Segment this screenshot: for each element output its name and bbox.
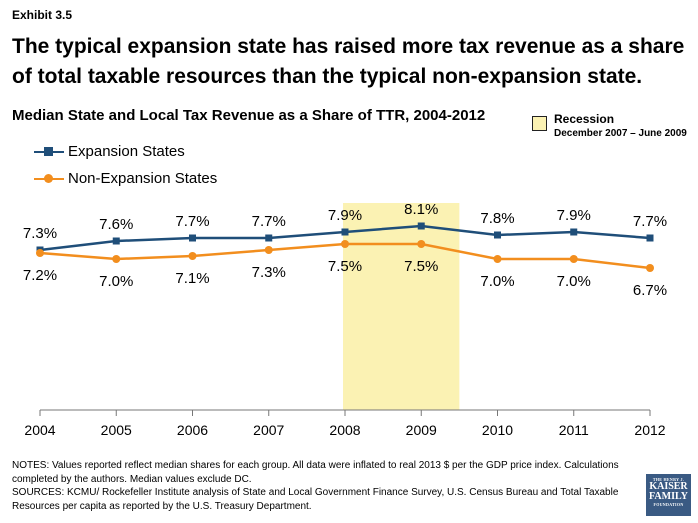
data-label: 7.0% (480, 273, 514, 290)
data-label: 7.5% (328, 258, 362, 275)
data-label: 7.3% (252, 264, 286, 281)
data-point-expansion (417, 222, 425, 230)
data-point-non-expansion (264, 246, 273, 254)
notes-text: NOTES: Values reported reflect median sh… (12, 460, 619, 485)
x-tick-label: 2012 (634, 422, 665, 438)
headline: The typical expansion state has raised m… (12, 35, 685, 88)
x-tick-label: 2011 (559, 422, 589, 438)
recession-legend-label: Recession (554, 112, 615, 126)
legend-label-expansion: Expansion States (68, 143, 185, 160)
legend-swatch-non-expansion (34, 173, 64, 185)
data-label: 7.2% (23, 267, 57, 284)
data-point-non-expansion (341, 240, 349, 248)
data-point-expansion (112, 237, 120, 245)
data-label: 7.7% (175, 213, 209, 230)
x-tick-label: 2010 (482, 422, 513, 438)
notes: NOTES: Values reported reflect median sh… (12, 459, 622, 513)
data-point-non-expansion (112, 255, 121, 263)
legend-label-non-expansion: Non-Expansion States (68, 170, 218, 187)
chart-title: Median State and Local Tax Revenue as a … (12, 107, 486, 124)
data-point-non-expansion (36, 249, 44, 257)
x-tick-label: 2008 (329, 422, 360, 438)
data-point-non-expansion (646, 264, 654, 272)
data-label: 8.1% (404, 201, 438, 218)
x-tick-label: 2005 (101, 422, 132, 438)
exhibit-label: Exhibit 3.5 (12, 8, 73, 22)
data-label: 7.7% (252, 213, 286, 230)
legend-item-non-expansion: Non-Expansion States (34, 170, 217, 187)
data-point-expansion (265, 234, 273, 242)
data-label: 7.1% (175, 270, 209, 287)
recession-legend-swatch (532, 116, 547, 131)
data-point-non-expansion (493, 255, 502, 263)
data-point-expansion (646, 234, 654, 242)
data-label: 7.6% (99, 216, 133, 233)
data-label: 7.0% (557, 273, 591, 290)
data-point-non-expansion (569, 255, 578, 263)
data-point-expansion (494, 231, 501, 239)
sources-text: SOURCES: KCMU/ Rockefeller Institute ana… (12, 487, 619, 512)
x-tick-label: 2009 (406, 422, 437, 438)
data-label: 7.0% (99, 273, 133, 290)
legend-item-expansion: Expansion States (34, 143, 185, 160)
x-tick-label: 2004 (24, 422, 55, 438)
data-label: 7.9% (557, 207, 591, 224)
data-point-expansion (570, 228, 578, 236)
data-point-expansion (341, 228, 349, 236)
data-label: 7.5% (404, 258, 438, 275)
recession-shading (343, 203, 460, 410)
data-point-expansion (189, 234, 196, 242)
kaiser-family-foundation-logo: THE HENRY J. KAISER FAMILY FOUNDATION (646, 474, 691, 516)
legend-swatch-expansion (34, 146, 64, 158)
data-label: 6.7% (633, 282, 667, 299)
x-tick-label: 2006 (177, 422, 208, 438)
data-point-non-expansion (188, 252, 197, 260)
recession-legend-dates: December 2007 – June 2009 (554, 128, 687, 139)
data-label: 7.8% (480, 210, 514, 227)
data-label: 7.3% (23, 225, 57, 242)
data-label: 7.7% (633, 213, 667, 230)
data-point-non-expansion (417, 240, 426, 248)
data-label: 7.9% (328, 207, 362, 224)
x-tick-label: 2007 (253, 422, 284, 438)
